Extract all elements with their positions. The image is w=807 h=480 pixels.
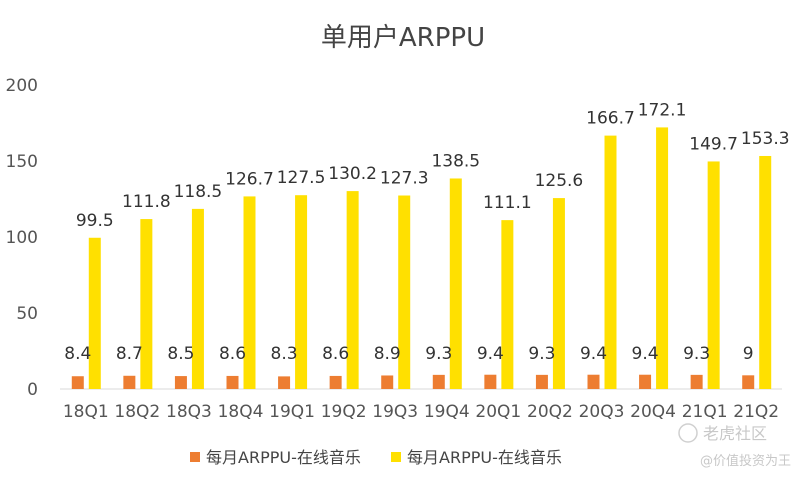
x-tick-label: 18Q3 — [166, 402, 212, 422]
y-tick-label: 100 — [6, 228, 38, 248]
watermark-author: @价值投资为王 — [700, 453, 791, 469]
x-axis: 18Q1 18Q2 18Q3 18Q4 19Q1 19Q2 19Q3 19Q4 20Q1 20Q2… — [63, 402, 779, 422]
x-tick-label: 21Q1 — [682, 402, 728, 422]
bar-series-2 — [707, 161, 720, 389]
bar-series-1 — [587, 374, 600, 389]
bar-series-2 — [501, 220, 514, 389]
y-tick-label: 200 — [6, 76, 38, 96]
bar-series-2 — [295, 195, 308, 389]
data-label-series-2: 111.1 — [483, 193, 532, 213]
watermark-brand: 老虎社区 — [703, 424, 767, 443]
bar-series-1 — [639, 374, 652, 389]
data-label-series-1: 9.3 — [528, 344, 555, 364]
bar-series-1 — [742, 375, 755, 389]
data-label-series-1: 8.6 — [219, 344, 246, 364]
bar-series-1 — [278, 376, 291, 389]
bar-series-1 — [381, 375, 394, 389]
data-label-series-1: 9 — [743, 344, 754, 364]
bar-series-2 — [88, 237, 101, 389]
bar-series-1 — [226, 375, 239, 389]
bar-series-2 — [759, 155, 772, 389]
bar-series-2 — [398, 195, 411, 389]
data-label-series-1: 8.3 — [271, 344, 298, 364]
legend-label-series-1: 每月ARPPU-在线音乐 — [206, 448, 361, 467]
x-tick-label: 19Q1 — [269, 402, 315, 422]
data-label-series-2: 138.5 — [431, 151, 480, 171]
data-label-series-2: 127.3 — [380, 169, 429, 189]
bar-series-2 — [656, 127, 669, 390]
data-label-series-1: 8.4 — [64, 344, 91, 364]
data-label-series-1: 8.5 — [167, 344, 194, 364]
y-tick-label: 50 — [16, 304, 38, 324]
x-tick-label: 18Q2 — [114, 402, 160, 422]
bar-series-2 — [191, 208, 204, 389]
bar-series-2 — [243, 196, 256, 389]
x-tick-label: 19Q2 — [321, 402, 367, 422]
data-label-series-2: 153.3 — [741, 129, 790, 149]
data-label-series-1: 8.6 — [322, 344, 349, 364]
bar-series-2 — [449, 178, 462, 389]
bars: 8.4 99.5 8.7 111.8 8.5 118.5 8.6 126.7 8.3 127.5 8… — [64, 100, 790, 390]
x-tick-label: 19Q3 — [372, 402, 418, 422]
bar-series-2 — [346, 191, 359, 389]
bar-series-1 — [174, 376, 187, 389]
x-tick-label: 18Q4 — [218, 402, 264, 422]
data-label-series-2: 127.5 — [277, 168, 326, 188]
x-tick-label: 19Q4 — [424, 402, 470, 422]
data-label-series-2: 130.2 — [328, 164, 377, 184]
data-label-series-1: 9.3 — [425, 344, 452, 364]
data-label-series-2: 149.7 — [689, 134, 738, 154]
x-tick-label: 20Q1 — [475, 402, 521, 422]
data-label-series-1: 9.4 — [477, 344, 504, 364]
bar-series-1 — [690, 374, 703, 389]
data-label-series-2: 126.7 — [225, 169, 274, 189]
data-label-series-1: 9.3 — [683, 344, 710, 364]
data-label-series-1: 9.4 — [632, 344, 659, 364]
data-label-series-1: 8.7 — [116, 344, 143, 364]
x-tick-label: 20Q4 — [630, 402, 676, 422]
chart-title: 单用户ARPPU — [321, 23, 485, 53]
bar-series-1 — [71, 376, 84, 389]
bar-series-1 — [484, 374, 497, 389]
data-label-series-2: 118.5 — [174, 182, 223, 202]
legend-swatch-series-1 — [190, 452, 200, 462]
data-label-series-2: 172.1 — [638, 100, 687, 120]
data-label-series-2: 99.5 — [76, 211, 114, 231]
y-axis: 0 50 100 150 200 — [6, 76, 38, 400]
bar-series-1 — [123, 375, 136, 389]
bar-series-2 — [552, 198, 565, 389]
watermark-logo-icon — [678, 423, 698, 443]
data-label-series-1: 9.4 — [580, 344, 607, 364]
x-tick-label: 20Q2 — [527, 402, 573, 422]
data-label-series-2: 166.7 — [586, 109, 635, 129]
watermark: 老虎社区 @价值投资为王 — [678, 423, 791, 469]
legend: 每月ARPPU-在线音乐 每月ARPPU-在线音乐 — [190, 448, 562, 467]
data-label-series-1: 8.9 — [374, 344, 401, 364]
x-tick-label: 18Q1 — [63, 402, 109, 422]
bar-series-1 — [432, 374, 445, 389]
x-tick-label: 20Q3 — [579, 402, 625, 422]
x-tick-label: 21Q2 — [733, 402, 779, 422]
data-label-series-2: 125.6 — [535, 171, 584, 191]
legend-swatch-series-2 — [391, 452, 401, 462]
bar-series-1 — [329, 375, 342, 389]
bar-series-2 — [140, 219, 153, 389]
y-tick-label: 150 — [6, 152, 38, 172]
y-tick-label: 0 — [27, 380, 38, 400]
data-label-series-2: 111.8 — [122, 192, 171, 212]
bar-series-1 — [535, 374, 548, 389]
bar-series-2 — [604, 135, 617, 389]
legend-label-series-2: 每月ARPPU-在线音乐 — [407, 448, 562, 467]
